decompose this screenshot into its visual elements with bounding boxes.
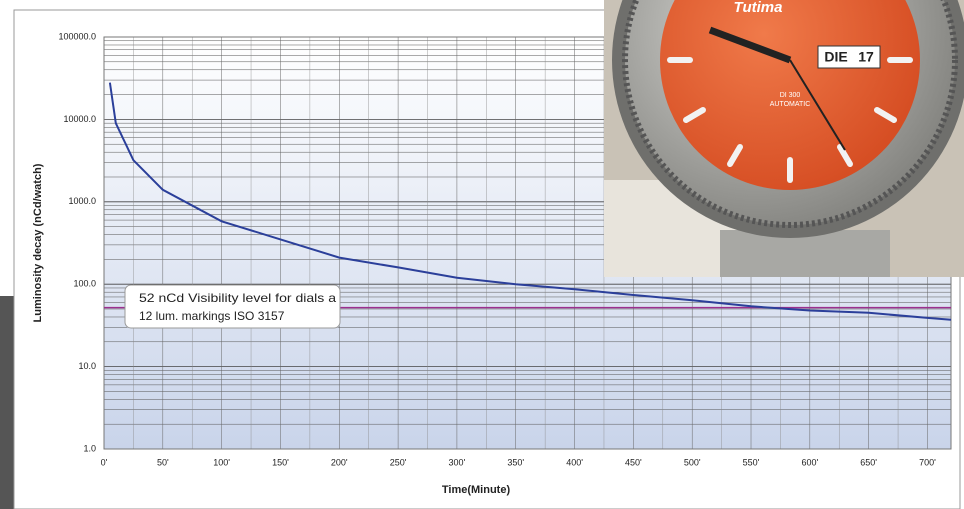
annotation: 52 nCd Visibility level for dials a 12 l… — [124, 284, 341, 329]
y-tick-label: 1000.0 — [68, 196, 96, 206]
annotation-line: 12 lum. markings ISO 3157 — [139, 309, 285, 323]
date-text: 17 — [858, 49, 874, 65]
x-tick-label: 0' — [101, 457, 108, 467]
y-tick-label: 10000.0 — [63, 114, 96, 124]
annotation-box — [124, 284, 341, 329]
bracelet — [720, 230, 890, 277]
y-tick-label: 10.0 — [78, 361, 96, 371]
y-tick-label: 1.0 — [83, 443, 96, 453]
decay-curve — [108, 82, 952, 321]
x-tick-label: 500' — [684, 457, 701, 467]
y-tick-label: 100.0 — [73, 279, 96, 289]
x-tick-label: 150' — [272, 457, 289, 467]
side-bar — [0, 296, 14, 509]
hour-hand — [708, 26, 792, 64]
y-tick-label: 100000.0 — [58, 31, 96, 41]
x-tick-label: 50' — [157, 457, 169, 467]
x-tick-label: 650' — [860, 457, 877, 467]
model: DI 300 — [780, 92, 801, 99]
x-tick-label: 350' — [507, 457, 524, 467]
x-tick-label: 450' — [625, 457, 642, 467]
x-tick-label: 550' — [743, 457, 760, 467]
x-tick-label: 200' — [331, 457, 348, 467]
y-axis-title: Luminosity decay (nCd/watch) — [32, 163, 44, 322]
annotation-line: 52 nCd Visibility level for dials a — [139, 291, 336, 305]
x-tick-label: 300' — [449, 457, 466, 467]
watch-photo: DIE 17 Tutima DI 300 AUTOMATIC — [604, 0, 964, 277]
second-hand — [789, 59, 846, 151]
x-tick-label: 250' — [390, 457, 407, 467]
movement: AUTOMATIC — [770, 101, 811, 108]
x-tick-label: 100' — [213, 457, 230, 467]
x-tick-label: 400' — [566, 457, 583, 467]
brand: Tutima — [734, 0, 783, 16]
x-tick-label: 700' — [919, 457, 936, 467]
x-tick-label: 600' — [801, 457, 818, 467]
day-text: DIE — [824, 49, 847, 65]
date-window — [817, 45, 881, 69]
x-axis-title: Time(Minute) — [442, 484, 511, 496]
